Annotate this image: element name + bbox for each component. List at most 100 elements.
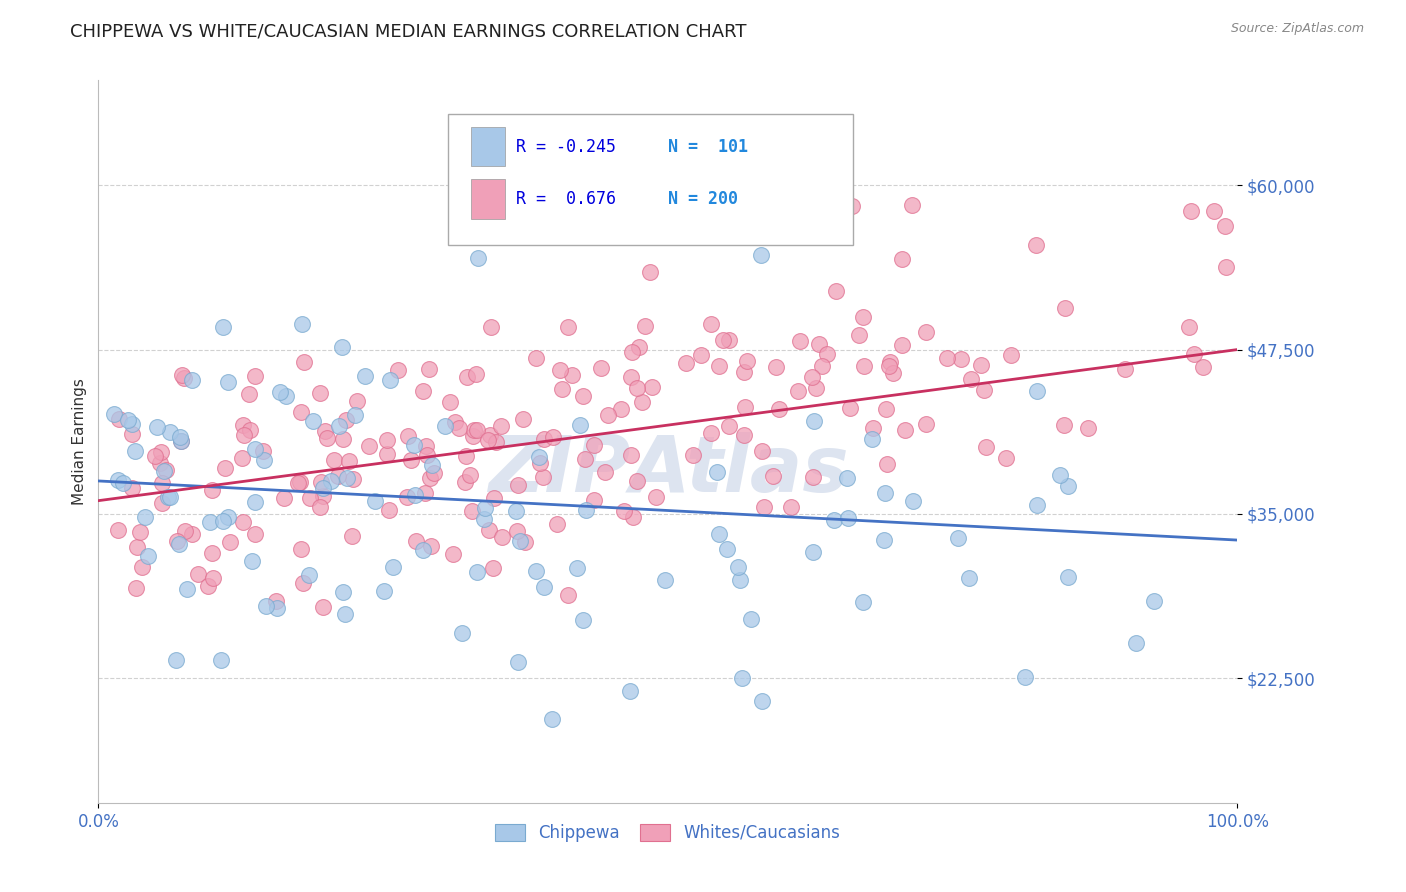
Point bbox=[146, 420, 169, 434]
Point bbox=[1215, 260, 1237, 274]
Point bbox=[631, 395, 654, 409]
Point bbox=[1025, 384, 1047, 398]
Point bbox=[245, 527, 267, 541]
Point bbox=[1125, 636, 1147, 650]
Point bbox=[638, 265, 661, 279]
Point bbox=[837, 511, 859, 525]
Point bbox=[467, 251, 489, 265]
Point bbox=[423, 467, 446, 481]
Point bbox=[169, 430, 191, 444]
Point bbox=[700, 317, 723, 331]
Point bbox=[994, 451, 1017, 466]
Point bbox=[543, 430, 565, 444]
Point bbox=[1053, 301, 1076, 315]
Point bbox=[336, 471, 359, 485]
Point bbox=[620, 369, 643, 384]
Point bbox=[481, 320, 503, 334]
Point bbox=[948, 531, 970, 545]
Point bbox=[768, 401, 790, 416]
Point bbox=[112, 475, 135, 490]
Text: R = -0.245: R = -0.245 bbox=[516, 138, 616, 156]
Point bbox=[298, 567, 321, 582]
Point bbox=[153, 464, 176, 478]
Point bbox=[243, 442, 266, 456]
Point bbox=[1178, 320, 1201, 334]
Point bbox=[117, 413, 139, 427]
Point bbox=[405, 534, 427, 549]
Point bbox=[212, 514, 235, 528]
Point bbox=[373, 583, 395, 598]
Point bbox=[613, 504, 636, 518]
Point bbox=[264, 594, 287, 608]
Y-axis label: Median Earnings: Median Earnings bbox=[72, 378, 87, 505]
Point bbox=[335, 413, 357, 427]
Point bbox=[561, 368, 583, 382]
Point bbox=[546, 516, 568, 531]
Point bbox=[273, 491, 295, 505]
Point bbox=[288, 475, 311, 490]
Point bbox=[312, 481, 335, 495]
Point bbox=[343, 409, 366, 423]
Point bbox=[412, 384, 434, 399]
Point bbox=[882, 366, 904, 380]
Point bbox=[875, 402, 897, 417]
Point bbox=[150, 496, 173, 510]
Point bbox=[157, 490, 180, 504]
Point bbox=[240, 554, 263, 568]
Point bbox=[1114, 361, 1136, 376]
Point bbox=[165, 653, 187, 667]
Point bbox=[454, 450, 477, 464]
Point bbox=[443, 547, 465, 561]
Point bbox=[734, 400, 756, 414]
Point bbox=[354, 368, 377, 383]
Point bbox=[201, 571, 224, 585]
Point bbox=[654, 573, 676, 587]
Point bbox=[217, 376, 239, 390]
Point bbox=[478, 523, 501, 537]
Point bbox=[524, 564, 547, 578]
Point bbox=[717, 418, 740, 433]
Point bbox=[463, 429, 485, 443]
Point bbox=[340, 528, 363, 542]
Point bbox=[574, 451, 596, 466]
Point bbox=[706, 465, 728, 479]
Point bbox=[682, 448, 704, 462]
Point bbox=[707, 359, 730, 373]
Point bbox=[619, 683, 641, 698]
Point bbox=[253, 452, 276, 467]
Point bbox=[803, 414, 825, 428]
Point bbox=[1143, 594, 1166, 608]
Point bbox=[290, 541, 312, 556]
Point bbox=[328, 419, 350, 434]
Point bbox=[524, 351, 547, 366]
Point bbox=[700, 426, 723, 441]
Point bbox=[765, 360, 787, 375]
Point bbox=[332, 432, 354, 446]
Point bbox=[337, 454, 360, 468]
Point bbox=[464, 367, 486, 381]
Point bbox=[170, 434, 193, 449]
Point bbox=[621, 345, 644, 359]
Point bbox=[731, 671, 754, 685]
Point bbox=[574, 503, 596, 517]
Point bbox=[645, 491, 668, 505]
Point bbox=[312, 489, 335, 503]
Point bbox=[218, 534, 240, 549]
Point bbox=[312, 600, 335, 615]
Point bbox=[950, 351, 973, 366]
Point bbox=[727, 560, 749, 574]
Text: CHIPPEWA VS WHITE/CAUCASIAN MEDIAN EARNINGS CORRELATION CHART: CHIPPEWA VS WHITE/CAUCASIAN MEDIAN EARNI… bbox=[70, 22, 747, 40]
Point bbox=[125, 541, 148, 555]
Point bbox=[245, 369, 267, 384]
Point bbox=[463, 423, 485, 437]
Point bbox=[970, 358, 993, 372]
Point bbox=[232, 516, 254, 530]
Point bbox=[107, 523, 129, 537]
Point bbox=[1049, 468, 1071, 483]
Point bbox=[976, 440, 998, 454]
Text: N =  101: N = 101 bbox=[668, 138, 748, 156]
Point bbox=[1014, 670, 1036, 684]
Point bbox=[128, 524, 150, 539]
Point bbox=[852, 310, 875, 324]
Point bbox=[485, 435, 508, 450]
